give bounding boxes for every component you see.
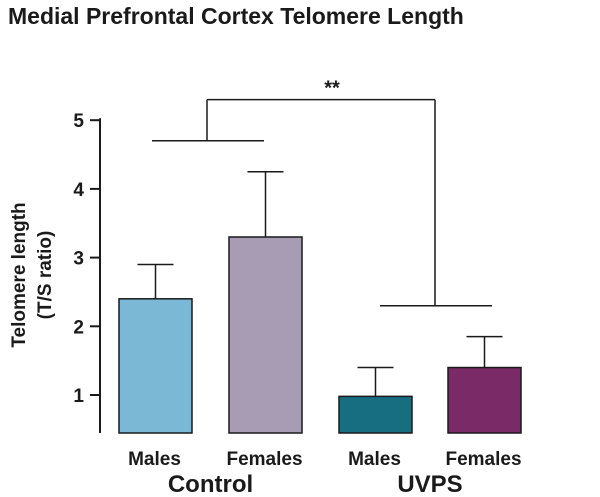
- y-tick-label: 1: [73, 386, 84, 407]
- x-category-label: Males: [128, 449, 181, 470]
- significance-bracket: **: [152, 78, 492, 307]
- x-category-label: Females: [445, 449, 521, 470]
- bar-2: [228, 236, 303, 434]
- significance-label: **: [324, 78, 340, 100]
- y-tick-label: 3: [73, 249, 84, 270]
- error-bars: [137, 170, 503, 397]
- group-labels: Control UVPS: [168, 471, 463, 497]
- y-axis-label: Telomere length (T/S ratio): [9, 202, 56, 347]
- y-axis-label-line-2: (T/S ratio): [35, 231, 56, 320]
- x-category-label: Females: [226, 449, 302, 470]
- y-tick-label: 2: [73, 317, 84, 338]
- x-category-labels: Males Females Males Females: [128, 449, 521, 470]
- bar-1: [118, 298, 193, 434]
- y-axis-label-line-1: Telomere length: [9, 202, 30, 347]
- chart-title: Medial Prefrontal Cortex Telomere Length: [8, 3, 464, 29]
- y-axis-ticks: 1 2 3 4 5: [73, 111, 100, 407]
- bar-4: [447, 366, 522, 434]
- y-tick-label: 5: [73, 111, 84, 132]
- group-label: UVPS: [397, 471, 462, 497]
- bars: [118, 236, 522, 434]
- bar-3: [338, 395, 413, 434]
- y-tick-label: 4: [73, 180, 84, 201]
- group-label: Control: [168, 471, 253, 497]
- x-category-label: Males: [348, 449, 401, 470]
